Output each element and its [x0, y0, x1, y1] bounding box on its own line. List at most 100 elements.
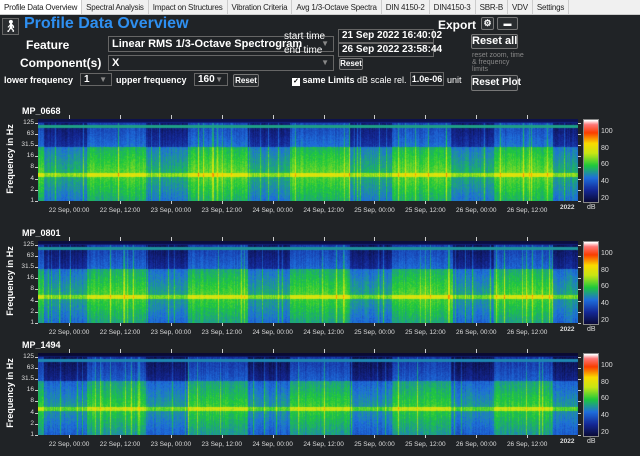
reset-note: reset zoom, time & frequency limits — [472, 52, 524, 73]
chevron-down-icon: ▼ — [215, 74, 223, 85]
x-tick-label: 25 Sep, 12:00 — [400, 441, 450, 449]
x-tick-mark — [527, 237, 528, 241]
x-tick-mark — [425, 435, 426, 438]
plot-title: MP_0668 — [22, 106, 61, 116]
folder-icon[interactable]: ▬ — [497, 17, 518, 30]
y-tick-mark — [578, 267, 581, 268]
colorbar-unit-label: dB — [587, 204, 596, 212]
x-tick-mark — [120, 435, 121, 438]
x-tick-mark — [171, 435, 172, 438]
y-tick-label: 8 — [12, 397, 34, 405]
start-time-input[interactable]: 21 Sep 2022 16:40:02 — [338, 29, 434, 43]
y-tick-mark — [578, 145, 581, 146]
x-tick-label: 26 Sep, 00:00 — [451, 441, 501, 449]
x-tick-mark — [273, 201, 274, 204]
y-tick-mark — [35, 134, 38, 135]
tab-din4150-3[interactable]: DIN4150-3 — [430, 0, 476, 14]
y-tick-mark — [35, 267, 38, 268]
tab-avg-1-3-octave-spectra[interactable]: Avg 1/3-Octave Spectra — [292, 0, 381, 14]
colorbar-tick-label: 80 — [601, 145, 609, 153]
y-tick-mark — [578, 357, 581, 358]
x-tick-label: 26 Sep, 12:00 — [502, 329, 552, 337]
y-tick-mark — [578, 289, 581, 290]
tab-profile-data-overview[interactable]: Profile Data Overview — [0, 0, 82, 14]
colorbar-tick-label: 80 — [601, 379, 609, 387]
upper-frequency-label: upper frequency — [116, 75, 187, 86]
x-tick-mark — [527, 349, 528, 353]
colorbar-tick-label: 100 — [601, 362, 613, 370]
y-tick-label: 63 — [12, 364, 34, 372]
tab-sbr-b[interactable]: SBR-B — [476, 0, 508, 14]
x-tick-label: 25 Sep, 12:00 — [400, 329, 450, 337]
y-tick-label: 1 — [12, 197, 34, 205]
x-tick-mark — [120, 323, 121, 326]
x-tick-label: 24 Sep, 12:00 — [299, 441, 349, 449]
x-tick-mark — [273, 349, 274, 353]
db-scale-input[interactable]: 1.0e-06 — [410, 72, 444, 86]
x-tick-mark — [222, 201, 223, 204]
components-select[interactable]: X▼ — [108, 55, 334, 71]
y-tick-label: 63 — [12, 130, 34, 138]
colorbar-tick-label: 20 — [601, 317, 609, 325]
lower-frequency-select[interactable]: 1▼ — [80, 73, 112, 86]
upper-frequency-select[interactable]: 160▼ — [194, 73, 228, 86]
colorbar-tick-label: 60 — [601, 161, 609, 169]
y-tick-mark — [35, 301, 38, 302]
tab-settings[interactable]: Settings — [533, 0, 569, 14]
plot-title: MP_0801 — [22, 228, 61, 238]
x-tick-mark — [273, 237, 274, 241]
y-tick-mark — [578, 278, 581, 279]
tab-vdv[interactable]: VDV — [508, 0, 533, 14]
x-tick-mark — [374, 237, 375, 241]
colorbar-unit-label: dB — [587, 438, 596, 446]
x-tick-label: 26 Sep, 00:00 — [451, 329, 501, 337]
y-tick-mark — [578, 245, 581, 246]
x-tick-label: 23 Sep, 12:00 — [197, 329, 247, 337]
y-tick-mark — [35, 357, 38, 358]
frequency-reset-button[interactable]: Reset — [233, 74, 259, 87]
gear-icon[interactable]: ⚙ — [481, 17, 494, 30]
tab-din-4150-2[interactable]: DIN 4150-2 — [382, 0, 430, 14]
colorbar — [583, 119, 599, 203]
end-time-input[interactable]: 26 Sep 2022 23:58:44 — [338, 43, 434, 57]
spectrogram-heatmap[interactable] — [38, 353, 578, 435]
x-tick-label: 22 Sep, 12:00 — [95, 329, 145, 337]
y-tick-mark — [578, 435, 581, 436]
y-tick-mark — [578, 134, 581, 135]
y-tick-mark — [578, 190, 581, 191]
x-tick-mark — [171, 349, 172, 353]
spectrogram-heatmap[interactable] — [38, 119, 578, 201]
x-tick-mark — [69, 435, 70, 438]
time-reset-button[interactable]: Reset — [339, 58, 363, 70]
x-tick-mark — [527, 435, 528, 438]
x-tick-label: 22 Sep, 00:00 — [44, 329, 94, 337]
x-tick-label: 25 Sep, 00:00 — [349, 207, 399, 215]
x-tick-mark — [324, 323, 325, 326]
x-tick-label: 22 Sep, 00:00 — [44, 441, 94, 449]
tab-impact-on-structures[interactable]: Impact on Structures — [149, 0, 228, 14]
x-tick-mark — [374, 323, 375, 326]
same-limits-checkbox[interactable]: ✓ same Limits — [292, 75, 355, 86]
components-label: Component(s) — [20, 56, 101, 70]
spectrogram-heatmap[interactable] — [38, 241, 578, 323]
tab-vibration-criteria[interactable]: Vibration Criteria — [228, 0, 293, 14]
y-tick-label: 16 — [12, 274, 34, 282]
y-tick-mark — [35, 312, 38, 313]
reset-all-button[interactable]: Reset all — [471, 34, 518, 49]
chevron-down-icon: ▼ — [99, 74, 107, 85]
x-tick-mark — [171, 201, 172, 204]
colorbar-tick-label: 100 — [601, 128, 613, 136]
y-tick-label: 2 — [12, 420, 34, 428]
reset-plot-button[interactable]: Reset Plot — [471, 75, 518, 91]
tab-spectral-analysis[interactable]: Spectral Analysis — [82, 0, 149, 14]
y-tick-mark — [35, 368, 38, 369]
x-tick-label: 23 Sep, 00:00 — [146, 329, 196, 337]
x-tick-label: 22 Sep, 12:00 — [95, 207, 145, 215]
y-tick-mark — [578, 413, 581, 414]
start-time-label: start time — [284, 31, 325, 43]
x-tick-mark — [374, 115, 375, 119]
y-tick-label: 16 — [12, 152, 34, 160]
x-tick-mark — [476, 323, 477, 326]
y-tick-mark — [35, 401, 38, 402]
y-tick-mark — [578, 156, 581, 157]
